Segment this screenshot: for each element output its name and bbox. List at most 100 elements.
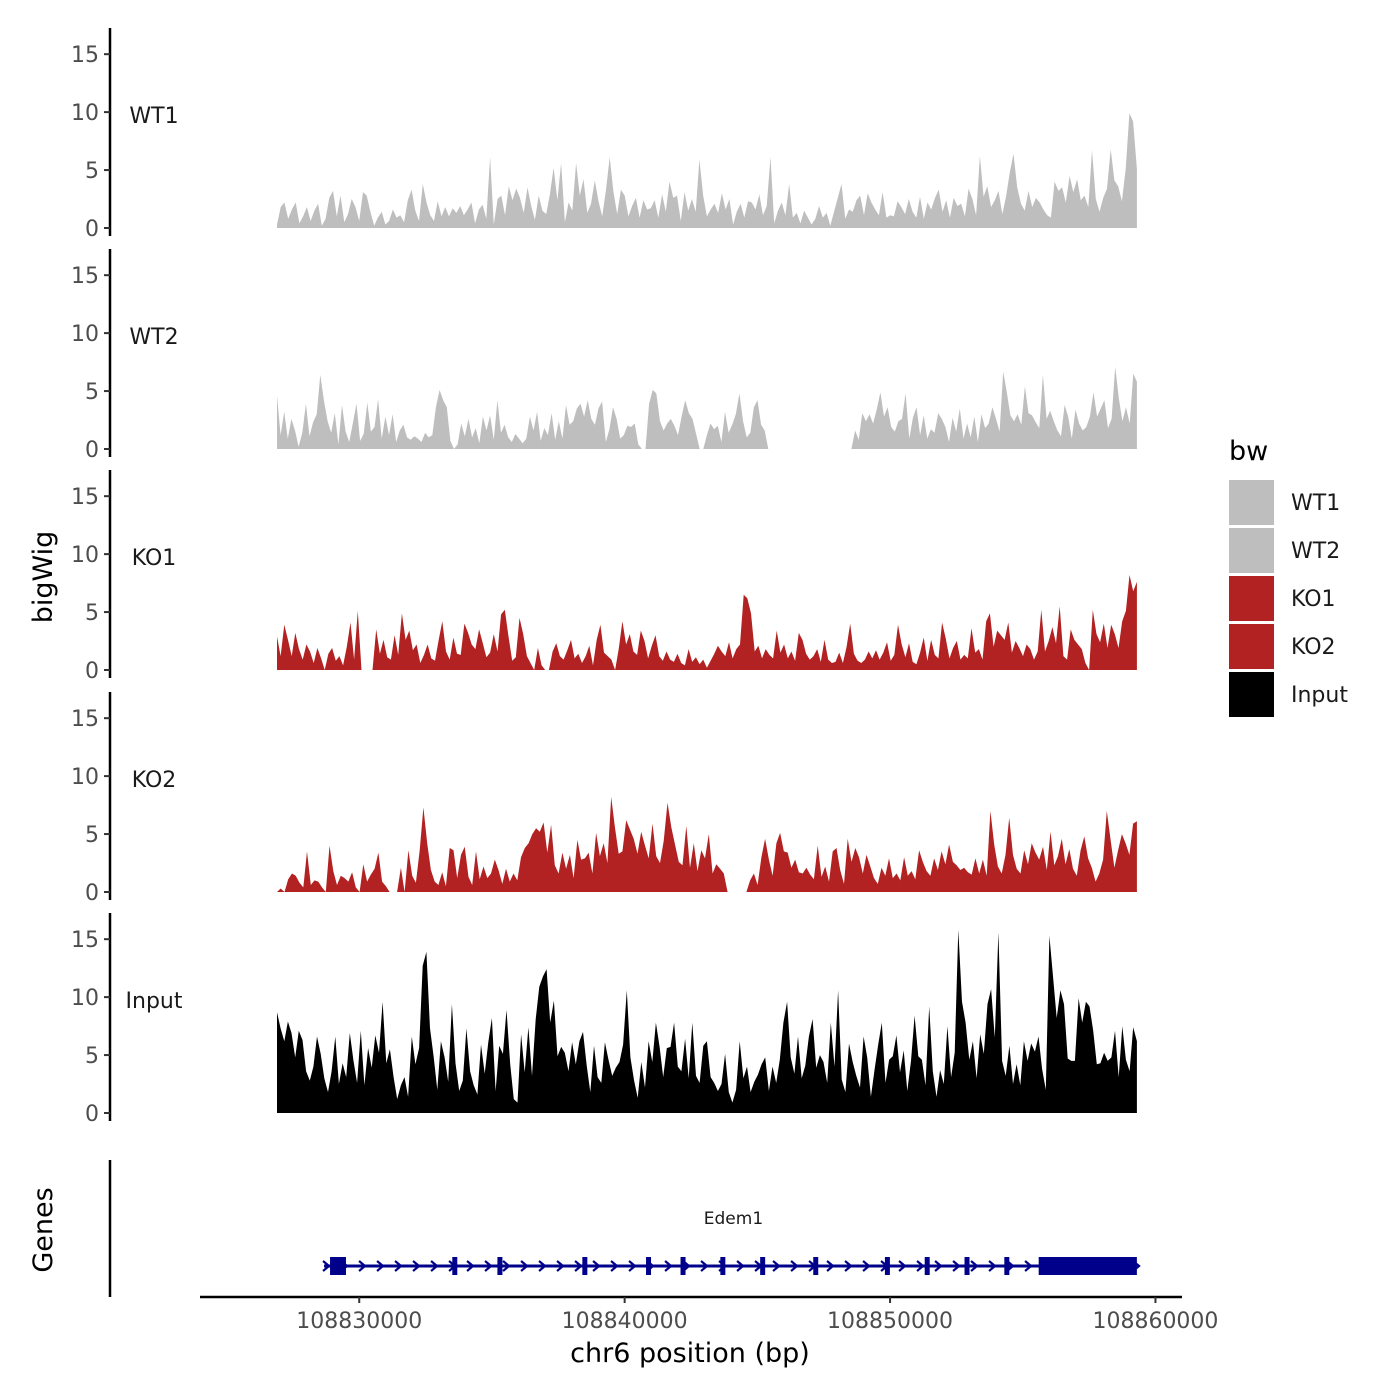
gene-exon <box>1004 1257 1010 1275</box>
strand-chevron <box>592 1260 601 1272</box>
area-input <box>277 929 1137 1113</box>
gene-thick-block <box>1038 1257 1137 1275</box>
area-wt1 <box>277 113 1137 228</box>
legend-item-input: Input <box>1229 672 1348 717</box>
y-tick-label: 15 <box>71 43 99 68</box>
legend: bw WT1 WT2 KO1 KO2 Input <box>1229 436 1348 717</box>
strand-chevron <box>1024 1260 1033 1272</box>
strand-chevron <box>358 1260 367 1272</box>
gene-exon <box>924 1257 930 1275</box>
y-tick-label: 10 <box>71 543 99 568</box>
x-tick-label: 108860000 <box>1092 1309 1218 1334</box>
gene-exon <box>720 1257 726 1275</box>
y-tick-label: 15 <box>71 707 99 732</box>
y-tick-label: 5 <box>85 823 99 848</box>
y-tick-label: 0 <box>85 217 99 242</box>
strand-chevron <box>430 1260 439 1272</box>
strand-chevron <box>700 1260 709 1272</box>
y-tick-label: 10 <box>71 986 99 1011</box>
coverage-tracks: 0 5 10 15 WT1 0 5 10 15 WT2 0 5 10 15 KO1 0 5 10 15 KO2 0 5 10… <box>71 28 1137 1127</box>
y-tick-label: 5 <box>85 380 99 405</box>
y-tick-label: 0 <box>85 881 99 906</box>
legend-swatch <box>1229 624 1274 669</box>
x-tick-label: 108830000 <box>296 1309 422 1334</box>
y-tick-label: 0 <box>85 438 99 463</box>
strand-chevron <box>394 1260 403 1272</box>
legend-label: KO2 <box>1291 635 1336 660</box>
y-tick-label: 5 <box>85 1044 99 1069</box>
gene-exon <box>884 1257 890 1275</box>
gene-track: Edem1 <box>108 1160 1141 1297</box>
legend-label: KO1 <box>1291 587 1336 612</box>
legend-label: WT2 <box>1291 539 1340 564</box>
y-tick-label: 0 <box>85 1102 99 1127</box>
track-wt2: 0 5 10 15 WT2 <box>71 249 1137 463</box>
strand-chevron <box>610 1260 619 1272</box>
legend-swatch <box>1229 672 1274 717</box>
legend-label: WT1 <box>1291 491 1340 516</box>
strand-chevron <box>556 1260 565 1272</box>
gene-exon <box>646 1257 652 1275</box>
strand-chevron <box>520 1260 529 1272</box>
y-tick-label: 5 <box>85 159 99 184</box>
legend-item-wt2: WT2 <box>1229 528 1340 573</box>
legend-swatch <box>1229 528 1274 573</box>
strand-chevron <box>844 1260 853 1272</box>
track-label-input: Input <box>126 989 183 1014</box>
gene-exon <box>680 1257 686 1275</box>
strand-chevron <box>736 1260 745 1272</box>
gene-exon <box>497 1257 503 1275</box>
area-wt2 <box>277 366 1137 449</box>
genes-axis-title: Genes <box>28 1187 59 1272</box>
strand-chevron <box>322 1260 331 1272</box>
y-tick-label: 15 <box>71 928 99 953</box>
y-tick-label: 10 <box>71 101 99 126</box>
legend-swatch <box>1229 576 1274 621</box>
gene-exon <box>813 1257 819 1275</box>
gene-exon <box>964 1257 970 1275</box>
legend-item-wt1: WT1 <box>1229 480 1340 525</box>
y-tick-label: 10 <box>71 322 99 347</box>
area-ko1 <box>277 575 1137 670</box>
legend-item-ko1: KO1 <box>1229 576 1336 621</box>
legend-label: Input <box>1291 683 1348 708</box>
y-tick-label: 5 <box>85 601 99 626</box>
strand-chevron <box>898 1260 907 1272</box>
y-tick-label: 15 <box>71 485 99 510</box>
strand-chevron <box>826 1260 835 1272</box>
strand-chevron <box>466 1260 475 1272</box>
gene-exon <box>760 1257 766 1275</box>
strand-chevron <box>376 1260 385 1272</box>
strand-chevron <box>862 1260 871 1272</box>
strand-chevron <box>952 1260 961 1272</box>
x-tick-label: 108850000 <box>827 1309 953 1334</box>
strand-chevron <box>664 1260 673 1272</box>
strand-chevron <box>502 1260 511 1272</box>
y-tick-label: 0 <box>85 659 99 684</box>
strand-chevron <box>970 1260 979 1272</box>
strand-chevron <box>628 1260 637 1272</box>
strand-chevron <box>772 1260 781 1272</box>
strand-chevron <box>916 1260 925 1272</box>
track-ko1: 0 5 10 15 KO1 <box>71 470 1137 684</box>
track-label-wt1: WT1 <box>129 104 178 129</box>
legend-title: bw <box>1229 436 1268 467</box>
strand-chevron <box>988 1260 997 1272</box>
track-label-ko2: KO2 <box>132 768 177 793</box>
gene-thick-block <box>330 1257 346 1275</box>
track-label-ko1: KO1 <box>132 546 177 571</box>
y-tick-label: 10 <box>71 765 99 790</box>
strand-chevron <box>412 1260 421 1272</box>
strand-chevron <box>538 1260 547 1272</box>
track-ko2: 0 5 10 15 KO2 <box>71 692 1137 906</box>
x-axis-title: chr6 position (bp) <box>570 1338 810 1369</box>
x-axis: 108830000 108840000 108850000 108860000 <box>200 1295 1218 1334</box>
area-ko2 <box>277 797 1137 892</box>
track-label-wt2: WT2 <box>129 325 178 350</box>
strand-chevron <box>934 1260 943 1272</box>
gene-label: Edem1 <box>704 1209 763 1229</box>
track-wt1: 0 5 10 15 WT1 <box>71 28 1137 242</box>
track-input: 0 5 10 15 Input <box>71 913 1137 1127</box>
gene-exon <box>452 1257 458 1275</box>
